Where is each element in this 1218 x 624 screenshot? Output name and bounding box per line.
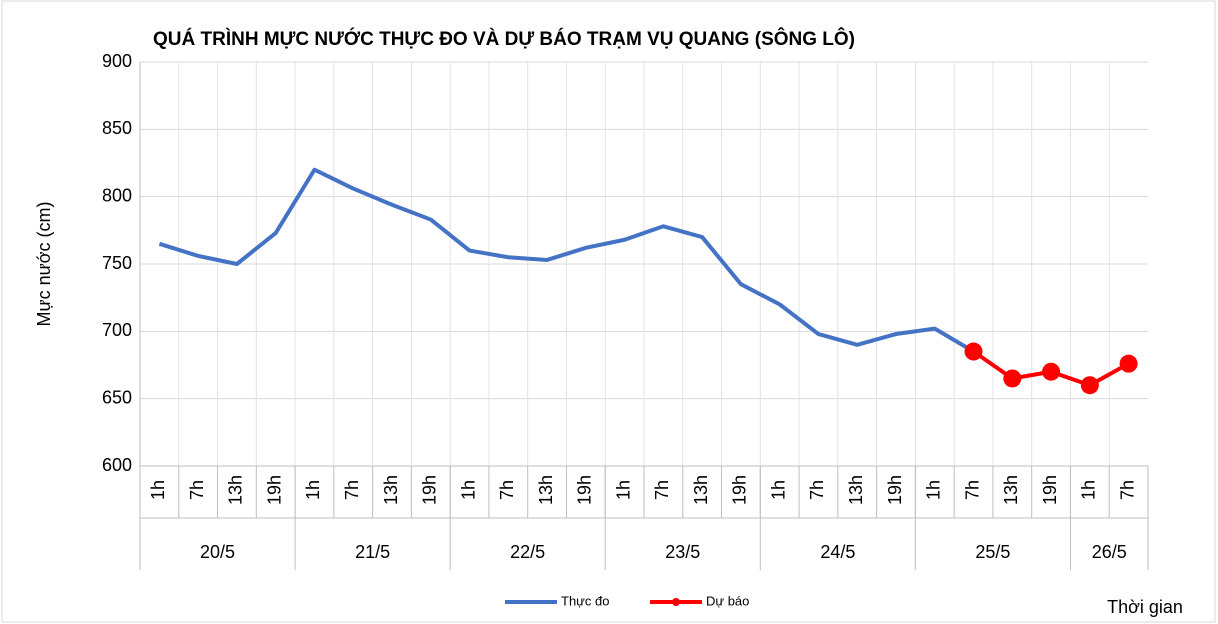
x-tick-label: 19h [420, 475, 440, 505]
y-tick-label: 800 [102, 185, 132, 205]
x-tick-label: 1h [924, 480, 944, 500]
series-marker [1119, 354, 1138, 373]
x-tick-label: 7h [807, 480, 827, 500]
x-tick-label: 1h [458, 480, 478, 500]
x-tick-label: 13h [226, 475, 246, 505]
x-tick-label: 13h [691, 475, 711, 505]
y-axis-label: Mực nước (cm) [34, 202, 54, 327]
legend-label: Thực đo [561, 593, 609, 608]
series-marker [1003, 369, 1022, 388]
x-tick-label: 19h [1040, 475, 1060, 505]
y-tick-label: 650 [102, 387, 132, 407]
date-label: 22/5 [510, 542, 545, 562]
legend-marker [672, 598, 680, 606]
chart-title: QUÁ TRÌNH MỰC NƯỚC THỰC ĐO VÀ DỰ BÁO TRẠ… [153, 28, 855, 50]
x-tick-label: 7h [962, 480, 982, 500]
x-tick-label: 19h [575, 475, 595, 505]
x-tick-label: 1h [303, 480, 323, 500]
x-tick-label: 13h [846, 475, 866, 505]
x-tick-label: 1h [613, 480, 633, 500]
x-tick-label: 7h [342, 480, 362, 500]
x-tick-label: 7h [1117, 480, 1137, 500]
x-tick-label: 7h [652, 480, 672, 500]
y-tick-label: 750 [102, 253, 132, 273]
x-tick-label: 1h [768, 480, 788, 500]
x-axis-label: Thời gian [1107, 597, 1183, 617]
legend-label: Dự báo [706, 593, 749, 608]
x-tick-label: 19h [264, 475, 284, 505]
date-label: 24/5 [820, 542, 855, 562]
date-label: 21/5 [355, 542, 390, 562]
x-tick-label: 7h [187, 480, 207, 500]
x-tick-label: 13h [536, 475, 556, 505]
y-tick-label: 900 [102, 51, 132, 71]
x-tick-label: 13h [381, 475, 401, 505]
y-tick-label: 700 [102, 320, 132, 340]
series-marker [964, 342, 983, 361]
y-tick-label: 850 [102, 118, 132, 138]
y-tick-label: 600 [102, 455, 132, 475]
date-label: 23/5 [665, 542, 700, 562]
date-label: 26/5 [1092, 542, 1127, 562]
series-marker [1042, 362, 1061, 381]
series-marker [1080, 376, 1099, 395]
x-tick-label: 19h [885, 475, 905, 505]
x-tick-label: 19h [730, 475, 750, 505]
x-tick-label: 13h [1001, 475, 1021, 505]
date-label: 25/5 [975, 542, 1010, 562]
series-line [158, 167, 975, 354]
x-tick-label: 1h [148, 480, 168, 500]
date-label: 20/5 [200, 542, 235, 562]
x-tick-label: 7h [497, 480, 517, 500]
x-tick-label: 1h [1079, 480, 1099, 500]
